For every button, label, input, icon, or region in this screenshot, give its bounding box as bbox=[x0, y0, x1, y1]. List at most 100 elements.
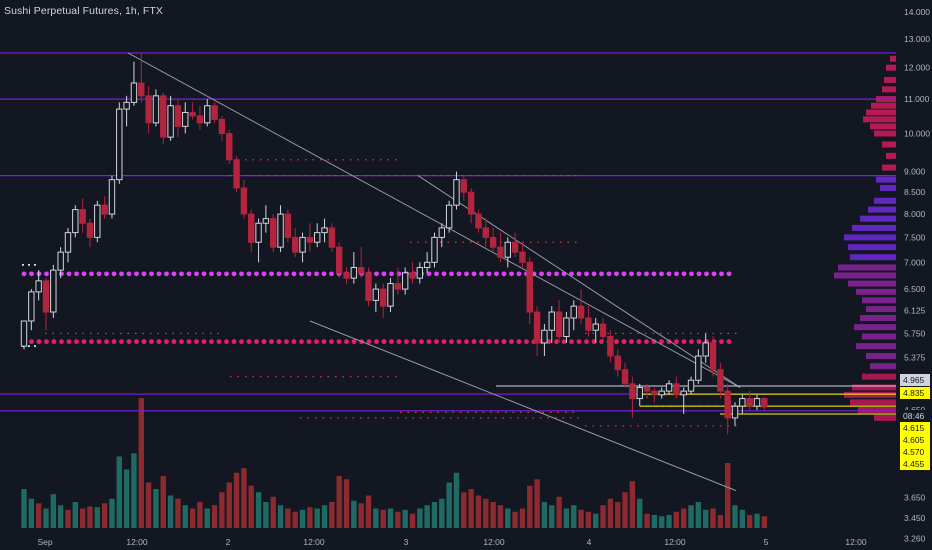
candle-body bbox=[585, 317, 592, 331]
price-tick-label: 3.450 bbox=[904, 513, 926, 523]
candle-body bbox=[196, 115, 204, 124]
level-dot bbox=[351, 339, 357, 345]
candle-body bbox=[101, 204, 108, 215]
volume-profile-bar bbox=[862, 297, 896, 304]
level-dot bbox=[171, 339, 177, 345]
level-dot bbox=[584, 339, 589, 345]
level-dot bbox=[74, 339, 79, 345]
volume-bar bbox=[424, 505, 430, 528]
level-dot bbox=[396, 271, 402, 277]
volume-profile-bar bbox=[868, 206, 896, 213]
volume-bar bbox=[754, 513, 760, 528]
volume-bar bbox=[695, 502, 702, 528]
volume-bar bbox=[35, 503, 42, 528]
level-dot bbox=[21, 271, 27, 277]
level-dot bbox=[44, 271, 49, 277]
candle-body bbox=[277, 213, 284, 248]
volume-profile-bar bbox=[874, 414, 896, 421]
level-dot bbox=[389, 339, 394, 345]
level-dot bbox=[726, 339, 732, 345]
volume-bar bbox=[109, 498, 115, 528]
volume-bar bbox=[131, 453, 137, 528]
price-tick-label: 5.750 bbox=[904, 328, 926, 338]
candle-body bbox=[321, 227, 328, 234]
volume-bar bbox=[527, 485, 533, 528]
price-tick-label: 9.000 bbox=[904, 167, 926, 177]
candle-body bbox=[555, 311, 563, 338]
level-dot bbox=[644, 339, 649, 345]
volume-bar bbox=[87, 506, 93, 528]
level-dot bbox=[96, 271, 102, 277]
level-dot bbox=[569, 271, 574, 277]
candle-body bbox=[651, 390, 658, 396]
price-tag bbox=[900, 410, 930, 422]
volume-bar bbox=[585, 511, 592, 528]
volume-bar bbox=[688, 505, 694, 528]
volume-bar bbox=[681, 508, 687, 528]
candle-body bbox=[248, 213, 255, 243]
horizontal-levels bbox=[0, 52, 896, 427]
volume-bar bbox=[505, 508, 511, 528]
level-dot bbox=[321, 271, 327, 277]
volume-profile-bar bbox=[834, 272, 896, 279]
candle-body bbox=[57, 251, 64, 271]
level-dot bbox=[201, 339, 207, 345]
level-dot bbox=[141, 339, 147, 345]
volume-profile-bar bbox=[848, 244, 896, 251]
price-tick-label: 8.500 bbox=[904, 187, 926, 197]
level-dot bbox=[51, 339, 57, 345]
candle-body bbox=[401, 272, 409, 290]
price-tag-label: 4.835 bbox=[903, 388, 925, 398]
level-dot bbox=[179, 339, 184, 345]
price-tag bbox=[900, 446, 930, 458]
level-dot bbox=[119, 271, 124, 277]
candle-body bbox=[761, 398, 768, 408]
volume-bar bbox=[123, 469, 130, 528]
level-dot bbox=[396, 339, 402, 345]
volume-bar bbox=[72, 502, 79, 528]
level-dot bbox=[314, 339, 319, 345]
level-dot bbox=[149, 271, 154, 277]
level-dot bbox=[66, 339, 72, 345]
volume-profile-bar bbox=[866, 109, 896, 116]
level-dot bbox=[614, 339, 619, 345]
volume-bar bbox=[292, 511, 298, 528]
volume-bar bbox=[248, 485, 254, 528]
volume-profile-bar bbox=[886, 64, 896, 71]
candle-body bbox=[108, 179, 116, 215]
volume-bar bbox=[380, 509, 386, 528]
level-dot bbox=[711, 271, 717, 277]
candle-body bbox=[182, 111, 189, 127]
level-dot bbox=[284, 271, 289, 277]
volume-profile-bar bbox=[860, 215, 896, 222]
price-tick-label: 3.260 bbox=[904, 533, 926, 543]
level-dot bbox=[471, 339, 477, 345]
volume-bar bbox=[746, 515, 753, 528]
level-dot bbox=[156, 339, 162, 345]
candle-body bbox=[533, 311, 541, 344]
volume-bar bbox=[116, 456, 122, 528]
candle-body bbox=[504, 241, 511, 258]
volume-bar bbox=[94, 507, 100, 528]
level-dot bbox=[336, 339, 342, 345]
candle-body bbox=[270, 218, 277, 248]
level-dot bbox=[156, 271, 162, 277]
candle-body bbox=[94, 204, 101, 238]
level-dot bbox=[104, 339, 109, 345]
volume-profile-bar bbox=[874, 197, 896, 204]
level-dot bbox=[659, 271, 664, 277]
level-dot bbox=[134, 271, 139, 277]
candle-body bbox=[204, 105, 211, 124]
candle-body bbox=[519, 251, 526, 263]
volume-profile-bar bbox=[866, 353, 896, 360]
candle-body bbox=[621, 369, 629, 385]
candle-body bbox=[695, 355, 702, 381]
candle-body bbox=[116, 108, 123, 181]
candle-body bbox=[328, 227, 336, 248]
volume-profile-bar bbox=[858, 407, 896, 414]
volume-bar bbox=[50, 494, 57, 528]
candle-body bbox=[482, 227, 489, 238]
time-tick-label: 12:00 bbox=[126, 537, 148, 547]
candle-body bbox=[629, 383, 636, 400]
